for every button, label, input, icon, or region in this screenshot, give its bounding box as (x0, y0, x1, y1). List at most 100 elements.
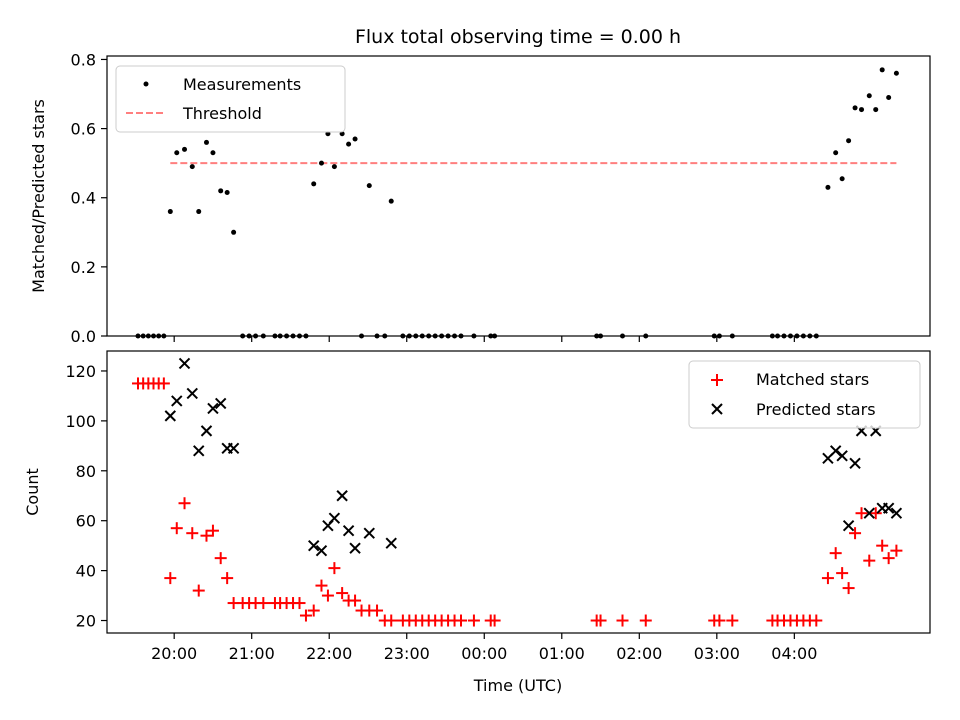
measurement-point (318, 160, 324, 166)
count-y-tick-label: 100 (65, 412, 96, 431)
matched-stars-point (855, 507, 868, 520)
matched-stars-point (170, 522, 183, 535)
predicted-stars-point (836, 450, 848, 462)
predicted-stars-point (349, 542, 361, 554)
matched-stars-point (214, 552, 227, 565)
predicted-stars-point (214, 397, 227, 410)
matched-stars-point (157, 377, 170, 390)
count-y-tick-label: 80 (76, 462, 96, 481)
matched-stars-point (455, 614, 468, 627)
matched-stars-point (164, 572, 177, 585)
measurement-point (879, 67, 885, 73)
matched-stars-point (257, 597, 270, 610)
matched-stars-point (336, 587, 349, 600)
matched-stars-point (863, 554, 876, 567)
flux-panel: 0.00.20.40.60.8 Matched/Predicted stars … (29, 50, 931, 346)
matched-stars-point (836, 567, 849, 580)
matched-stars-point (178, 497, 191, 510)
measurement-point (325, 131, 331, 137)
measurement-point (859, 107, 865, 113)
predicted-stars-point (178, 357, 191, 370)
x-tick-label: 00:00 (461, 644, 507, 663)
flux-y-tick-label: 0.0 (71, 327, 96, 346)
matched-stars-point (488, 614, 501, 627)
matched-stars-point (221, 572, 234, 585)
matched-stars-point (869, 507, 882, 520)
count-y-tick-label: 120 (65, 362, 96, 381)
matched-stars-point (200, 529, 213, 542)
count-panel: 20 40 60 80 100 120 20:00 21:00 22:00 23:00 00:00 0… (23, 350, 931, 695)
measurement-point (866, 93, 872, 99)
measurement-point (224, 190, 230, 196)
measurement-point (346, 141, 352, 147)
predicted-stars-point (336, 490, 348, 502)
x-tick-label: 02:00 (616, 644, 662, 663)
legend-threshold-label: Threshold (182, 104, 262, 123)
predicted-stars-point (171, 395, 183, 407)
predicted-stars-point (842, 519, 855, 532)
predicted-stars-point (829, 445, 842, 457)
legend-measurements-marker (143, 81, 149, 87)
predicted-stars-point (200, 425, 213, 437)
predicted-stars-point (227, 442, 240, 455)
matched-stars-point (842, 582, 855, 595)
matched-stars-point (371, 604, 384, 617)
matched-stars-point (594, 614, 607, 627)
flux-legend: Measurements Threshold (115, 65, 346, 133)
measurement-point (833, 150, 839, 156)
measurement-point (893, 70, 899, 76)
x-tick-label: 04:00 (771, 644, 817, 663)
count-legend: Matched stars Predicted stars (688, 360, 921, 429)
count-y-tick-label: 20 (76, 612, 96, 631)
matched-stars-point (307, 604, 320, 617)
chart-title: Flux total observing time = 0.00 h (355, 26, 681, 48)
measurement-point (331, 164, 337, 170)
measurement-point (873, 107, 879, 113)
matched-stars-point (385, 614, 398, 627)
matched-stars-point (467, 614, 480, 627)
measurement-point (218, 188, 224, 194)
predicted-stars-point (890, 507, 903, 519)
matched-stars-point (206, 524, 219, 537)
predicted-stars-point (342, 524, 355, 537)
legend-predicted-marker (711, 403, 723, 415)
measurement-point (174, 150, 180, 156)
matched-stars-point (890, 544, 903, 557)
measurement-point (388, 198, 394, 204)
measurement-point (852, 105, 858, 111)
predicted-stars-point (207, 402, 219, 415)
x-tick-label: 23:00 (384, 644, 430, 663)
x-tick-label: 01:00 (539, 644, 585, 663)
x-axis-label: Time (UTC) (473, 676, 562, 695)
x-tick-label: 20:00 (151, 644, 197, 663)
predicted-stars-point (385, 537, 397, 549)
matched-stars-point (349, 594, 362, 607)
matched-stars-point (876, 539, 889, 552)
measurement-point (846, 138, 852, 144)
flux-y-axis-label: Matched/Predicted stars (29, 99, 48, 293)
predicted-stars-point (882, 502, 895, 514)
matched-stars-point (726, 614, 739, 627)
measurement-point (203, 139, 209, 145)
measurement-point (196, 209, 202, 215)
predicted-stars-point (328, 512, 341, 524)
matched-stars-point (882, 552, 895, 565)
matched-stars-point (186, 527, 199, 540)
measurement-point (189, 164, 195, 170)
measurement-point (231, 229, 237, 235)
matched-stars-point (328, 562, 341, 575)
legend-matched-label: Matched stars (756, 370, 869, 389)
predicted-stars-point (193, 445, 205, 457)
matched-stars-point (849, 527, 862, 540)
predicted-stars-point (308, 539, 320, 552)
matched-stars-point (299, 609, 312, 622)
measurement-point (311, 181, 317, 187)
count-y-tick-label: 60 (76, 512, 96, 531)
matched-stars-point (713, 614, 726, 627)
matched-stars-point (315, 579, 328, 592)
measurement-point (886, 94, 892, 100)
predicted-stars-point (186, 387, 198, 400)
measurement-point (339, 131, 345, 137)
x-tick-label: 21:00 (229, 644, 275, 663)
measurement-point (825, 184, 831, 190)
